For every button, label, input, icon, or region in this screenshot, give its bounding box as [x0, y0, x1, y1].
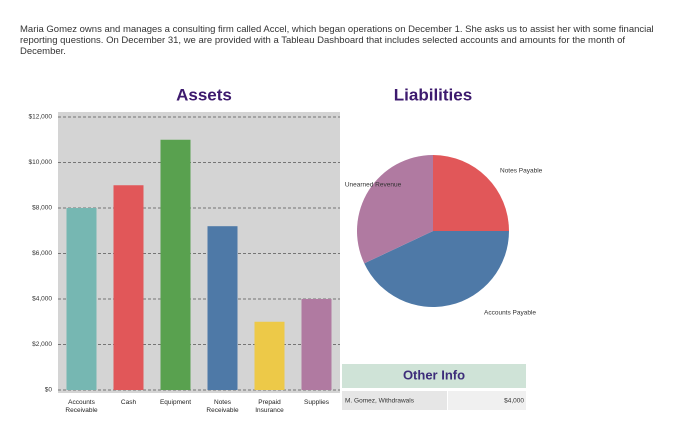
y-tick-label: $10,000	[29, 159, 53, 166]
pie-slice	[357, 155, 433, 264]
y-tick-label: $8,000	[32, 205, 52, 212]
x-tick-label: Prepaid Insurance	[255, 399, 284, 414]
bar	[254, 321, 285, 390]
table-label: M. Gomez, Withdrawals	[345, 398, 415, 405]
y-tick-label: $12,000	[29, 114, 53, 121]
x-tick-label: Accounts Receivable	[65, 399, 98, 414]
other-info-title: Other Info	[403, 367, 465, 382]
intro-text: Maria Gomez owns and manages a consultin…	[20, 24, 654, 57]
slice-label: Unearned Revenue	[345, 182, 402, 189]
other-info-header	[342, 364, 526, 388]
pie-slice	[433, 155, 509, 231]
bar	[66, 208, 97, 390]
x-tick-label: Equipment	[159, 399, 192, 406]
pie-slice	[364, 231, 509, 307]
slice-label: Notes Payable	[500, 168, 543, 175]
x-tick-label: Cash	[120, 399, 137, 406]
table-cell	[448, 391, 526, 410]
y-tick-label: $2,000	[32, 341, 52, 348]
y-tick-label: $0	[45, 387, 53, 394]
table-value: $4,000	[504, 398, 524, 405]
bar	[160, 139, 191, 390]
slice-label: Accounts Payable	[484, 310, 536, 317]
bar	[301, 299, 332, 390]
bar	[113, 185, 144, 390]
x-tick-label: Supplies	[304, 399, 329, 406]
plot-area	[58, 112, 340, 393]
chart-title: Assets	[176, 85, 232, 104]
y-tick-label: $4,000	[32, 296, 52, 303]
x-tick-label: Notes Receivable	[206, 399, 239, 414]
table-cell	[342, 391, 447, 410]
chart-title: Liabilities	[394, 85, 472, 104]
y-tick-label: $6,000	[32, 250, 52, 257]
bar	[207, 226, 238, 390]
